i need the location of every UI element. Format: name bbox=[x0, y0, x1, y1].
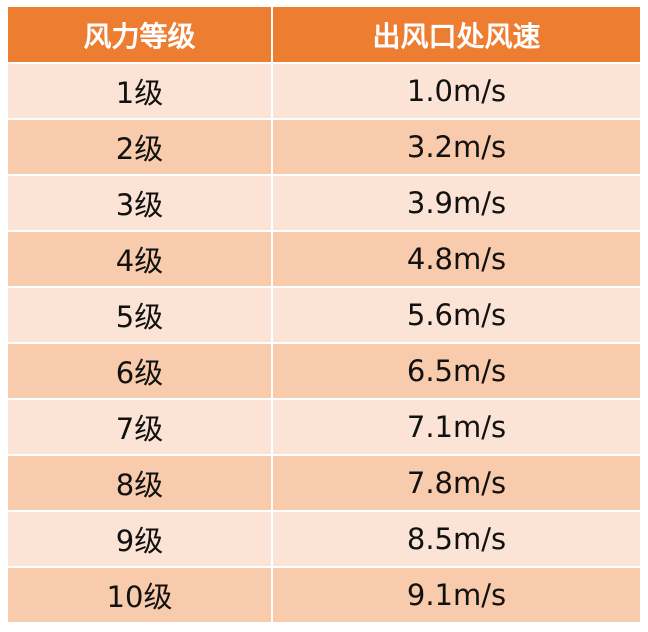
outlet-speed-cell: 7.1m/s bbox=[271, 398, 642, 456]
outlet-speed-cell: 5.6m/s bbox=[271, 286, 642, 344]
table-row: 6级 6.5m/s bbox=[6, 342, 642, 400]
wind-level-cell: 5级 bbox=[6, 286, 273, 344]
wind-level-cell: 3级 bbox=[6, 174, 273, 232]
wind-level-cell: 8级 bbox=[6, 454, 273, 512]
header-wind-level: 风力等级 bbox=[6, 5, 273, 64]
outlet-speed-cell: 4.8m/s bbox=[271, 230, 642, 288]
table-row: 9级 8.5m/s bbox=[6, 510, 642, 568]
table-row: 5级 5.6m/s bbox=[6, 286, 642, 344]
table-row: 7级 7.1m/s bbox=[6, 398, 642, 456]
header-outlet-speed: 出风口处风速 bbox=[271, 5, 642, 64]
table-row: 1级 1.0m/s bbox=[6, 62, 642, 120]
outlet-speed-cell: 6.5m/s bbox=[271, 342, 642, 400]
outlet-speed-cell: 3.9m/s bbox=[271, 174, 642, 232]
wind-speed-table: 风力等级 出风口处风速 1级 1.0m/s 2级 3.2m/s 3级 3.9m/s 4级 4.… bbox=[6, 5, 642, 624]
wind-level-cell: 7级 bbox=[6, 398, 273, 456]
wind-level-cell: 2级 bbox=[6, 118, 273, 176]
table-row: 4级 4.8m/s bbox=[6, 230, 642, 288]
outlet-speed-cell: 7.8m/s bbox=[271, 454, 642, 512]
table-row: 2级 3.2m/s bbox=[6, 118, 642, 176]
wind-level-cell: 1级 bbox=[6, 62, 273, 120]
outlet-speed-cell: 1.0m/s bbox=[271, 62, 642, 120]
table-row: 10级 9.1m/s bbox=[6, 566, 642, 624]
wind-level-cell: 10级 bbox=[6, 566, 273, 624]
wind-level-cell: 4级 bbox=[6, 230, 273, 288]
outlet-speed-cell: 3.2m/s bbox=[271, 118, 642, 176]
wind-level-cell: 9级 bbox=[6, 510, 273, 568]
outlet-speed-cell: 9.1m/s bbox=[271, 566, 642, 624]
wind-level-cell: 6级 bbox=[6, 342, 273, 400]
outlet-speed-cell: 8.5m/s bbox=[271, 510, 642, 568]
table-row: 3级 3.9m/s bbox=[6, 174, 642, 232]
header-row: 风力等级 出风口处风速 bbox=[6, 5, 642, 64]
table-row: 8级 7.8m/s bbox=[6, 454, 642, 512]
